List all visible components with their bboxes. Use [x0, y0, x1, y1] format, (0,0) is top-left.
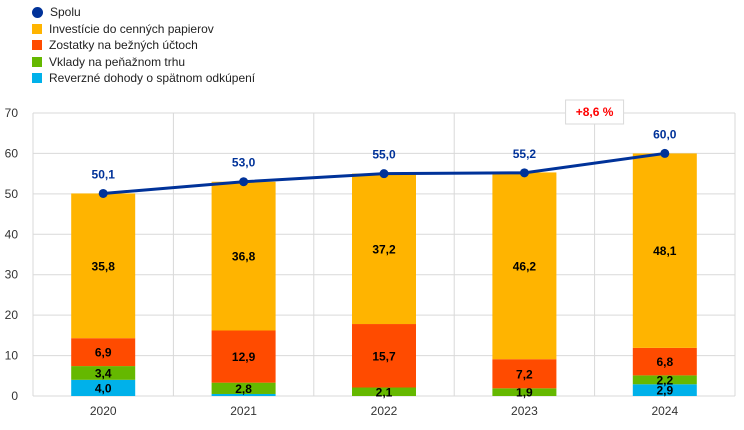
- bar-label: 2,8: [235, 382, 252, 396]
- total-label: 55,0: [372, 148, 396, 162]
- legend-label: Reverzné dohody o spätnom odkúpení: [49, 71, 256, 86]
- annotation-box: [565, 99, 625, 125]
- legend-item-vklady: Vklady na peňažnom trhu: [32, 54, 255, 71]
- legend-swatch: [32, 56, 42, 67]
- total-point: [519, 168, 529, 178]
- bar-label: 2,9: [656, 384, 673, 398]
- bar-segment: [71, 193, 136, 339]
- y-tick-label: 50: [5, 187, 19, 201]
- bar-label: 2,1: [376, 385, 393, 399]
- x-tick-label: 2024: [651, 404, 678, 418]
- total-point: [98, 188, 108, 198]
- legend-swatch: [32, 40, 42, 51]
- bar-label: 3,4: [95, 366, 112, 380]
- bar-segment: [71, 366, 136, 380]
- bar-segment: [632, 153, 697, 348]
- bar-segment: [632, 347, 697, 376]
- y-tick-label: 70: [5, 106, 19, 120]
- bar-segment: [632, 384, 697, 396]
- bar-label: 1,9: [516, 386, 533, 400]
- bar-label: 4,0: [95, 381, 112, 395]
- bar-segment: [211, 393, 276, 396]
- bar-segment: [492, 172, 557, 360]
- bar-segment: [352, 387, 416, 396]
- legend-swatch: [32, 73, 42, 84]
- bar-label: 15,7: [372, 349, 396, 363]
- total-label: 53,0: [232, 156, 256, 170]
- bar-segment: [211, 382, 276, 394]
- y-tick-label: 20: [5, 308, 19, 322]
- bar-label: 6,9: [95, 346, 112, 360]
- legend-item-reverzne: Reverzné dohody o spätnom odkúpení: [32, 70, 255, 87]
- legend-label: Investície do cenných papierov: [49, 21, 214, 36]
- total-label: 55,2: [513, 147, 537, 161]
- bar-segment: [71, 338, 136, 367]
- total-point: [239, 177, 249, 187]
- legend-item-investicie: Investície do cenných papierov: [32, 21, 255, 38]
- total-point: [379, 169, 389, 179]
- bar-label: 12,9: [232, 350, 256, 364]
- legend-label: Vklady na peňažnom trhu: [49, 54, 186, 69]
- legend-item-zostatky: Zostatky na bežných účtoch: [32, 37, 255, 54]
- legend-marker: [32, 6, 43, 18]
- total-label: 50,1: [92, 167, 116, 181]
- bar-label: 36,8: [232, 250, 256, 264]
- bar-segment: [492, 359, 557, 389]
- legend-label: Spolu: [50, 5, 81, 20]
- bar-label: 6,8: [656, 355, 673, 369]
- legend-swatch: [32, 23, 42, 34]
- bar-label: 35,8: [92, 259, 116, 273]
- y-tick-label: 10: [5, 349, 19, 363]
- bar-segment: [632, 375, 697, 385]
- bar-label: 46,2: [513, 259, 537, 273]
- bar-segment: [352, 324, 416, 388]
- bar-segment: [211, 181, 276, 331]
- y-tick-label: 60: [5, 146, 19, 160]
- legend: Spolu Investície do cenných papierov Zos…: [32, 4, 255, 87]
- x-tick-label: 2021: [230, 404, 257, 418]
- x-tick-label: 2022: [371, 404, 398, 418]
- y-tick-label: 40: [5, 227, 19, 241]
- bar-label: 7,2: [516, 367, 533, 381]
- legend-label: Zostatky na bežných účtoch: [49, 38, 198, 53]
- y-tick-label: 0: [11, 389, 18, 403]
- bar-label: 48,1: [653, 244, 677, 258]
- bar-segment: [492, 388, 557, 396]
- bar-segment: [352, 173, 416, 325]
- y-tick-label: 30: [5, 268, 19, 282]
- total-label: 60,0: [653, 127, 677, 141]
- bar-label: 37,2: [372, 242, 396, 256]
- bar-segment: [71, 379, 136, 396]
- bar-label: 2,2: [656, 373, 673, 387]
- x-tick-label: 2023: [511, 404, 538, 418]
- growth-annotation: +8,6 %: [576, 105, 614, 119]
- total-point: [660, 148, 670, 158]
- bar-segment: [211, 330, 276, 383]
- x-tick-label: 2020: [90, 404, 117, 418]
- legend-item-spolu: Spolu: [32, 4, 255, 21]
